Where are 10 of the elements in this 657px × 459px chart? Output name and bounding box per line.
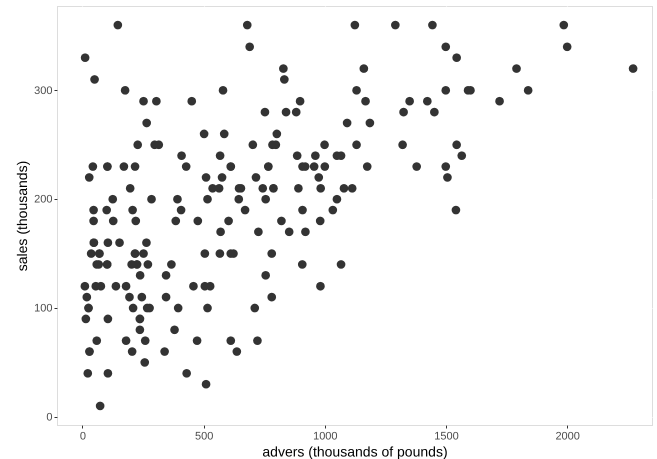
y-axis-title: sales (thousands)	[14, 160, 30, 272]
x-tick-label: 500	[194, 430, 214, 442]
y-tick-label: 200	[34, 194, 52, 206]
x-tick-label: 0	[80, 430, 86, 442]
x-tick-label: 1500	[434, 430, 459, 442]
x-tick-label: 1000	[313, 430, 338, 442]
y-tick-label: 300	[34, 84, 52, 97]
y-tick-label: 0	[46, 411, 52, 424]
x-tick-label: 2000	[555, 430, 580, 442]
y-tick-label: 100	[34, 302, 52, 315]
